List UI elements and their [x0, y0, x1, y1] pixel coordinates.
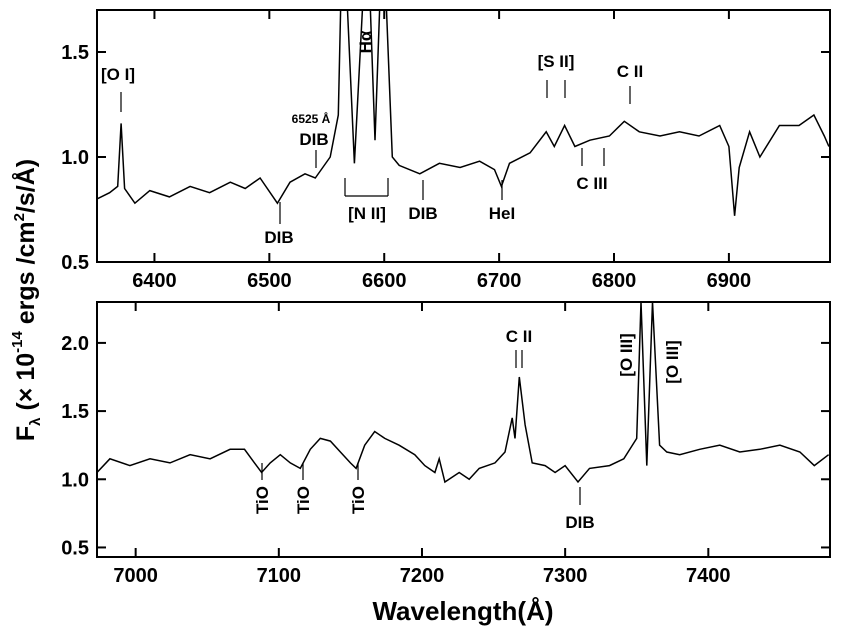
- x-tick-label: 6900: [707, 270, 752, 292]
- spectrum-line: [97, 302, 830, 484]
- y-tick-label: 0.5: [61, 537, 89, 559]
- x-tick-label: 7100: [257, 565, 302, 587]
- annotation: [S II]: [538, 52, 575, 71]
- y-label-part: 2: [11, 213, 28, 221]
- annotation: C II: [617, 62, 643, 81]
- y-tick-label: 1.0: [61, 147, 89, 169]
- x-tick-label: 7200: [400, 565, 445, 587]
- y-tick-label: 1.5: [61, 401, 89, 423]
- annotation: C III: [576, 174, 607, 193]
- annotation: TiO: [253, 486, 272, 514]
- y-label-part: F: [12, 426, 40, 441]
- x-tick-label: 6800: [592, 270, 637, 292]
- x-tick-label: 6400: [132, 270, 177, 292]
- annotation: [N II]: [348, 204, 386, 223]
- annotation: DIB: [565, 513, 594, 532]
- x-axis-label: Wavelength(Å): [372, 596, 553, 626]
- y-label-part: λ: [27, 417, 44, 426]
- y-tick-label: 2.0: [61, 333, 89, 355]
- y-label-part: ergs /cm: [12, 221, 40, 331]
- y-tick-label: 1.0: [61, 469, 89, 491]
- y-tick-label: 0.5: [61, 252, 89, 274]
- x-tick-label: 7000: [113, 565, 158, 587]
- annotation: HeI: [489, 204, 515, 223]
- annotation: TiO: [294, 486, 313, 514]
- y-label-part: -14: [9, 331, 26, 353]
- annotation: DIB: [408, 204, 437, 223]
- y-label-part: (× 10: [12, 353, 40, 418]
- annotation: C II: [506, 327, 532, 346]
- x-tick-label: 6600: [362, 270, 407, 292]
- x-tick-label: 6500: [247, 270, 292, 292]
- plot-frame: [96, 301, 831, 558]
- annotation: DIB: [299, 130, 328, 149]
- annotation: Hα: [356, 30, 375, 53]
- x-tick-label: 6700: [477, 270, 522, 292]
- x-tick-label: 7400: [686, 565, 731, 587]
- y-axis-label: Fλ (× 10-14 ergs /cm2/s/Å): [9, 159, 44, 441]
- spectrum-line: [97, 10, 830, 216]
- annotation: TiO: [349, 486, 368, 514]
- annotation: DIB: [264, 228, 293, 247]
- annotation: 6525 Å: [292, 111, 331, 126]
- annotation: [O III]: [617, 333, 636, 376]
- x-tick-label: 7300: [543, 565, 588, 587]
- y-tick-label: 1.5: [61, 42, 89, 64]
- plot-frame: [96, 9, 831, 263]
- annotation: [O III]: [663, 340, 682, 383]
- y-label-part: /s/Å): [11, 159, 40, 213]
- annotation: [O I]: [101, 65, 135, 84]
